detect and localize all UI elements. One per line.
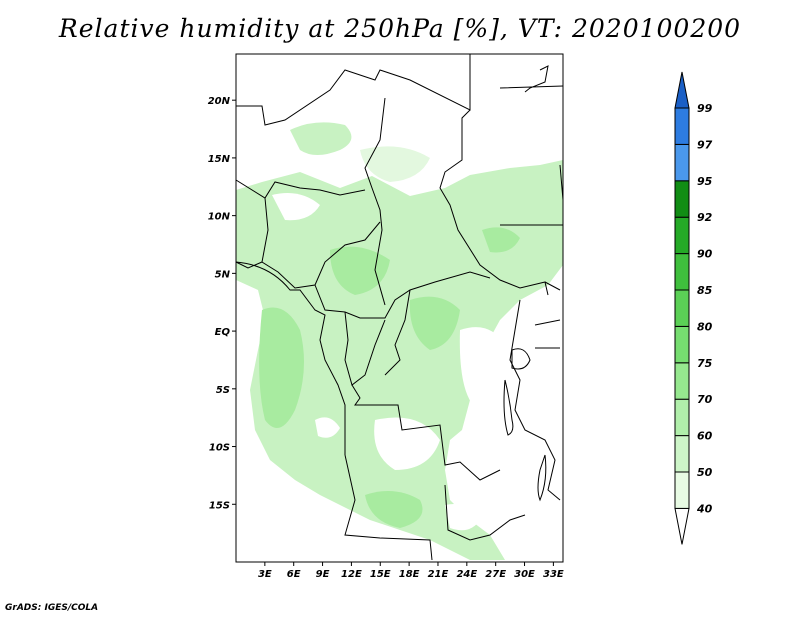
longitude-axis: 3E 6E 9E 12E 15E 18E 21E 24E 27E 30E 33E: [258, 562, 564, 580]
lon-tick-label: 3E: [258, 569, 272, 580]
humidity-region-east: [450, 196, 560, 256]
grads-credit: GrADS: IGES/COLA: [5, 603, 99, 613]
lon-tick-label: 27E: [485, 569, 506, 580]
lake-victoria: [511, 348, 531, 370]
colorbar-label: 50: [697, 466, 713, 479]
colorbar-label: 92: [697, 211, 713, 224]
lon-tick-label: 6E: [287, 569, 301, 580]
border-angola-south: [344, 454, 433, 561]
colorbar-segment: [674, 143, 690, 182]
humidity-patch-5: [482, 227, 520, 253]
lat-tick-label: 5S: [216, 385, 230, 396]
colorbar-segment: [674, 180, 690, 218]
dry-region-5: [445, 504, 480, 531]
border-zambia: [444, 484, 526, 541]
colorbar-segment: [674, 507, 690, 545]
humidity-patch-2: [330, 246, 390, 295]
humidity-field: [236, 122, 563, 560]
colorbar: 40 50 60 70 75 80 85 90 92 95 97 99: [674, 71, 713, 545]
colorbar-segment: [674, 471, 690, 509]
colorbar-segment: [674, 289, 690, 327]
dry-region-1: [459, 327, 505, 410]
colorbar-label: 97: [697, 138, 713, 151]
lat-tick-label: EQ: [215, 327, 231, 338]
lon-tick-label: 12E: [341, 569, 362, 580]
lon-tick-label: 15E: [370, 569, 391, 580]
humidity-region-north-2: [360, 146, 430, 182]
lon-tick-label: 21E: [428, 569, 449, 580]
colorbar-segment: [674, 398, 690, 437]
border-cameroon-car: [314, 271, 491, 319]
red-sea-detail: [499, 65, 564, 93]
colorbar-segment: [674, 253, 690, 291]
colorbar-label: 75: [697, 357, 713, 370]
lake-malawi: [537, 454, 547, 502]
colorbar-label: 99: [697, 102, 713, 115]
lon-tick-label: 30E: [514, 569, 535, 580]
border-kenya: [534, 281, 561, 349]
lat-tick-label: 15S: [209, 500, 230, 511]
lat-tick-label: 10S: [209, 443, 230, 454]
dry-region-2: [272, 192, 320, 221]
latitude-axis: 20N 15N 10N 5N EQ 5S 10S 15S: [208, 96, 236, 511]
lon-tick-label: 9E: [316, 569, 330, 580]
colorbar-label: 85: [697, 284, 713, 297]
border-drc-east: [384, 289, 411, 376]
border-north: [236, 54, 471, 126]
coastline-west: [235, 261, 346, 455]
border-sudan-libya: [439, 109, 549, 296]
lon-tick-label: 33E: [543, 569, 564, 580]
colorbar-segment: [674, 107, 690, 145]
lon-tick-label: 24E: [456, 569, 477, 580]
lake-tanganyika: [503, 379, 514, 436]
border-nigeria: [261, 197, 381, 289]
border-drc-west: [351, 384, 501, 481]
humidity-patch-4: [365, 491, 423, 528]
colorbar-label: 40: [696, 502, 713, 515]
country-borders: [235, 54, 564, 561]
border-east-africa: [509, 299, 561, 501]
colorbar-label: 95: [697, 175, 713, 188]
lat-tick-label: 10N: [208, 212, 231, 223]
lat-tick-label: 15N: [208, 154, 231, 165]
lon-tick-label: 18E: [399, 569, 420, 580]
colorbar-label: 80: [697, 320, 713, 333]
humidity-patch-1: [259, 307, 304, 428]
colorbar-segment: [674, 216, 690, 255]
map-frame: [235, 53, 564, 563]
coastline-gulf: [235, 261, 263, 269]
colorbar-label: 60: [697, 430, 713, 443]
border-niger-chad: [364, 97, 386, 306]
dry-region-4: [374, 417, 440, 470]
humidity-region-north: [290, 122, 352, 155]
colorbar-segment: [674, 71, 690, 109]
colorbar-label: 70: [697, 393, 713, 406]
humidity-patch-3: [409, 296, 460, 350]
lat-tick-label: 5N: [215, 269, 231, 280]
chart-title: Relative humidity at 250hPa [%], VT: 202…: [58, 14, 742, 43]
colorbar-segment: [674, 362, 690, 400]
colorbar-segment: [674, 435, 690, 473]
colorbar-segment: [674, 325, 690, 364]
lat-tick-label: 20N: [208, 96, 231, 107]
colorbar-label: 90: [697, 248, 713, 261]
dry-region-3: [315, 417, 340, 438]
